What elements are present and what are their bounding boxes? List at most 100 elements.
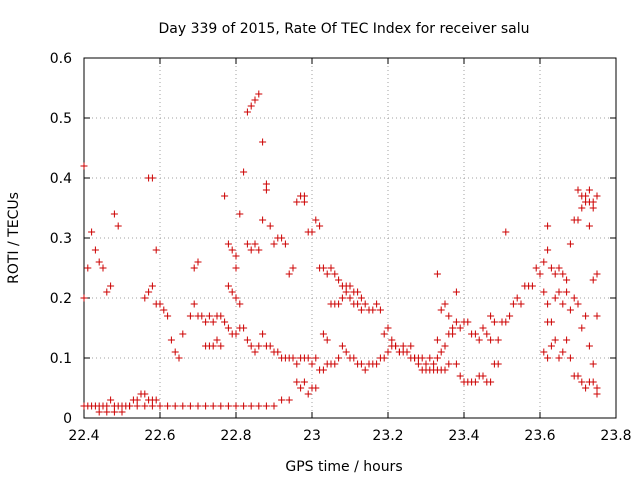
data-point bbox=[312, 354, 320, 362]
data-point bbox=[270, 402, 278, 410]
data-point bbox=[221, 318, 229, 326]
data-point bbox=[582, 312, 590, 320]
data-point bbox=[574, 372, 582, 380]
data-point bbox=[171, 348, 179, 356]
data-point bbox=[354, 288, 362, 296]
data-point bbox=[304, 390, 312, 398]
data-point bbox=[346, 294, 354, 302]
data-point bbox=[563, 288, 571, 296]
data-point bbox=[593, 192, 601, 200]
data-point bbox=[342, 288, 350, 296]
data-point bbox=[152, 246, 160, 254]
data-point bbox=[243, 108, 251, 116]
data-point bbox=[593, 390, 601, 398]
data-point bbox=[388, 336, 396, 344]
data-point bbox=[99, 264, 107, 272]
data-point bbox=[274, 348, 282, 356]
data-point bbox=[369, 306, 377, 314]
data-point bbox=[456, 372, 464, 380]
data-point bbox=[559, 348, 567, 356]
data-point bbox=[232, 294, 240, 302]
data-point bbox=[593, 312, 601, 320]
data-point bbox=[357, 306, 365, 314]
data-point bbox=[213, 336, 221, 344]
data-point bbox=[217, 402, 225, 410]
data-point bbox=[164, 312, 172, 320]
chart-title: Day 339 of 2015, Rate Of TEC Index for r… bbox=[158, 21, 529, 37]
data-point bbox=[540, 258, 548, 266]
data-point bbox=[118, 408, 126, 416]
data-point bbox=[544, 222, 552, 230]
data-point bbox=[373, 360, 381, 368]
data-point bbox=[240, 402, 248, 410]
data-point bbox=[433, 270, 441, 278]
data-point bbox=[160, 306, 168, 314]
data-point bbox=[475, 336, 483, 344]
y-tick-label: 0.6 bbox=[50, 51, 72, 67]
x-tick-label: 23.2 bbox=[372, 428, 403, 444]
x-tick-label: 22.6 bbox=[144, 428, 175, 444]
data-point bbox=[236, 210, 244, 218]
axes bbox=[83, 57, 617, 419]
data-point bbox=[300, 198, 308, 206]
data-point bbox=[559, 270, 567, 278]
data-point bbox=[224, 240, 232, 248]
data-point bbox=[255, 402, 263, 410]
data-point bbox=[232, 402, 240, 410]
data-point bbox=[243, 336, 251, 344]
data-point bbox=[502, 228, 510, 236]
data-point bbox=[559, 300, 567, 308]
data-point bbox=[107, 282, 115, 290]
data-point bbox=[209, 342, 217, 350]
data-point bbox=[255, 90, 263, 98]
data-point bbox=[190, 300, 198, 308]
data-point bbox=[426, 354, 434, 362]
data-point bbox=[194, 402, 202, 410]
data-point bbox=[289, 354, 297, 362]
data-point bbox=[103, 402, 111, 410]
data-point bbox=[357, 294, 365, 302]
data-point bbox=[88, 228, 96, 236]
data-point bbox=[240, 168, 248, 176]
data-point bbox=[224, 282, 232, 290]
data-point bbox=[331, 360, 339, 368]
data-point bbox=[319, 330, 327, 338]
data-point bbox=[209, 318, 217, 326]
data-point bbox=[209, 402, 217, 410]
data-point bbox=[289, 264, 297, 272]
data-point bbox=[589, 204, 597, 212]
data-point bbox=[452, 360, 460, 368]
data-point bbox=[304, 354, 312, 362]
data-point bbox=[186, 402, 194, 410]
data-point bbox=[228, 246, 236, 254]
data-point bbox=[141, 402, 149, 410]
data-point bbox=[464, 318, 472, 326]
data-point bbox=[411, 354, 419, 362]
data-point bbox=[171, 402, 179, 410]
data-point bbox=[202, 318, 210, 326]
data-point bbox=[319, 366, 327, 374]
data-point bbox=[247, 342, 255, 350]
y-tick-label: 0.3 bbox=[50, 231, 72, 247]
data-point bbox=[373, 300, 381, 308]
data-point bbox=[357, 360, 365, 368]
data-point bbox=[506, 312, 514, 320]
data-point bbox=[316, 222, 324, 230]
data-point bbox=[551, 294, 559, 302]
data-point bbox=[578, 204, 586, 212]
data-point bbox=[107, 396, 115, 404]
x-axis-label: GPS time / hours bbox=[285, 459, 402, 475]
data-point bbox=[563, 336, 571, 344]
data-point bbox=[148, 174, 156, 182]
data-point bbox=[259, 138, 267, 146]
data-point bbox=[361, 300, 369, 308]
data-point bbox=[532, 264, 540, 272]
data-point bbox=[308, 228, 316, 236]
data-point bbox=[152, 396, 160, 404]
data-point bbox=[350, 354, 358, 362]
data-point bbox=[255, 342, 263, 350]
data-point bbox=[342, 348, 350, 356]
data-point bbox=[270, 240, 278, 248]
data-point bbox=[585, 186, 593, 194]
x-tick-label: 22.4 bbox=[68, 428, 99, 444]
